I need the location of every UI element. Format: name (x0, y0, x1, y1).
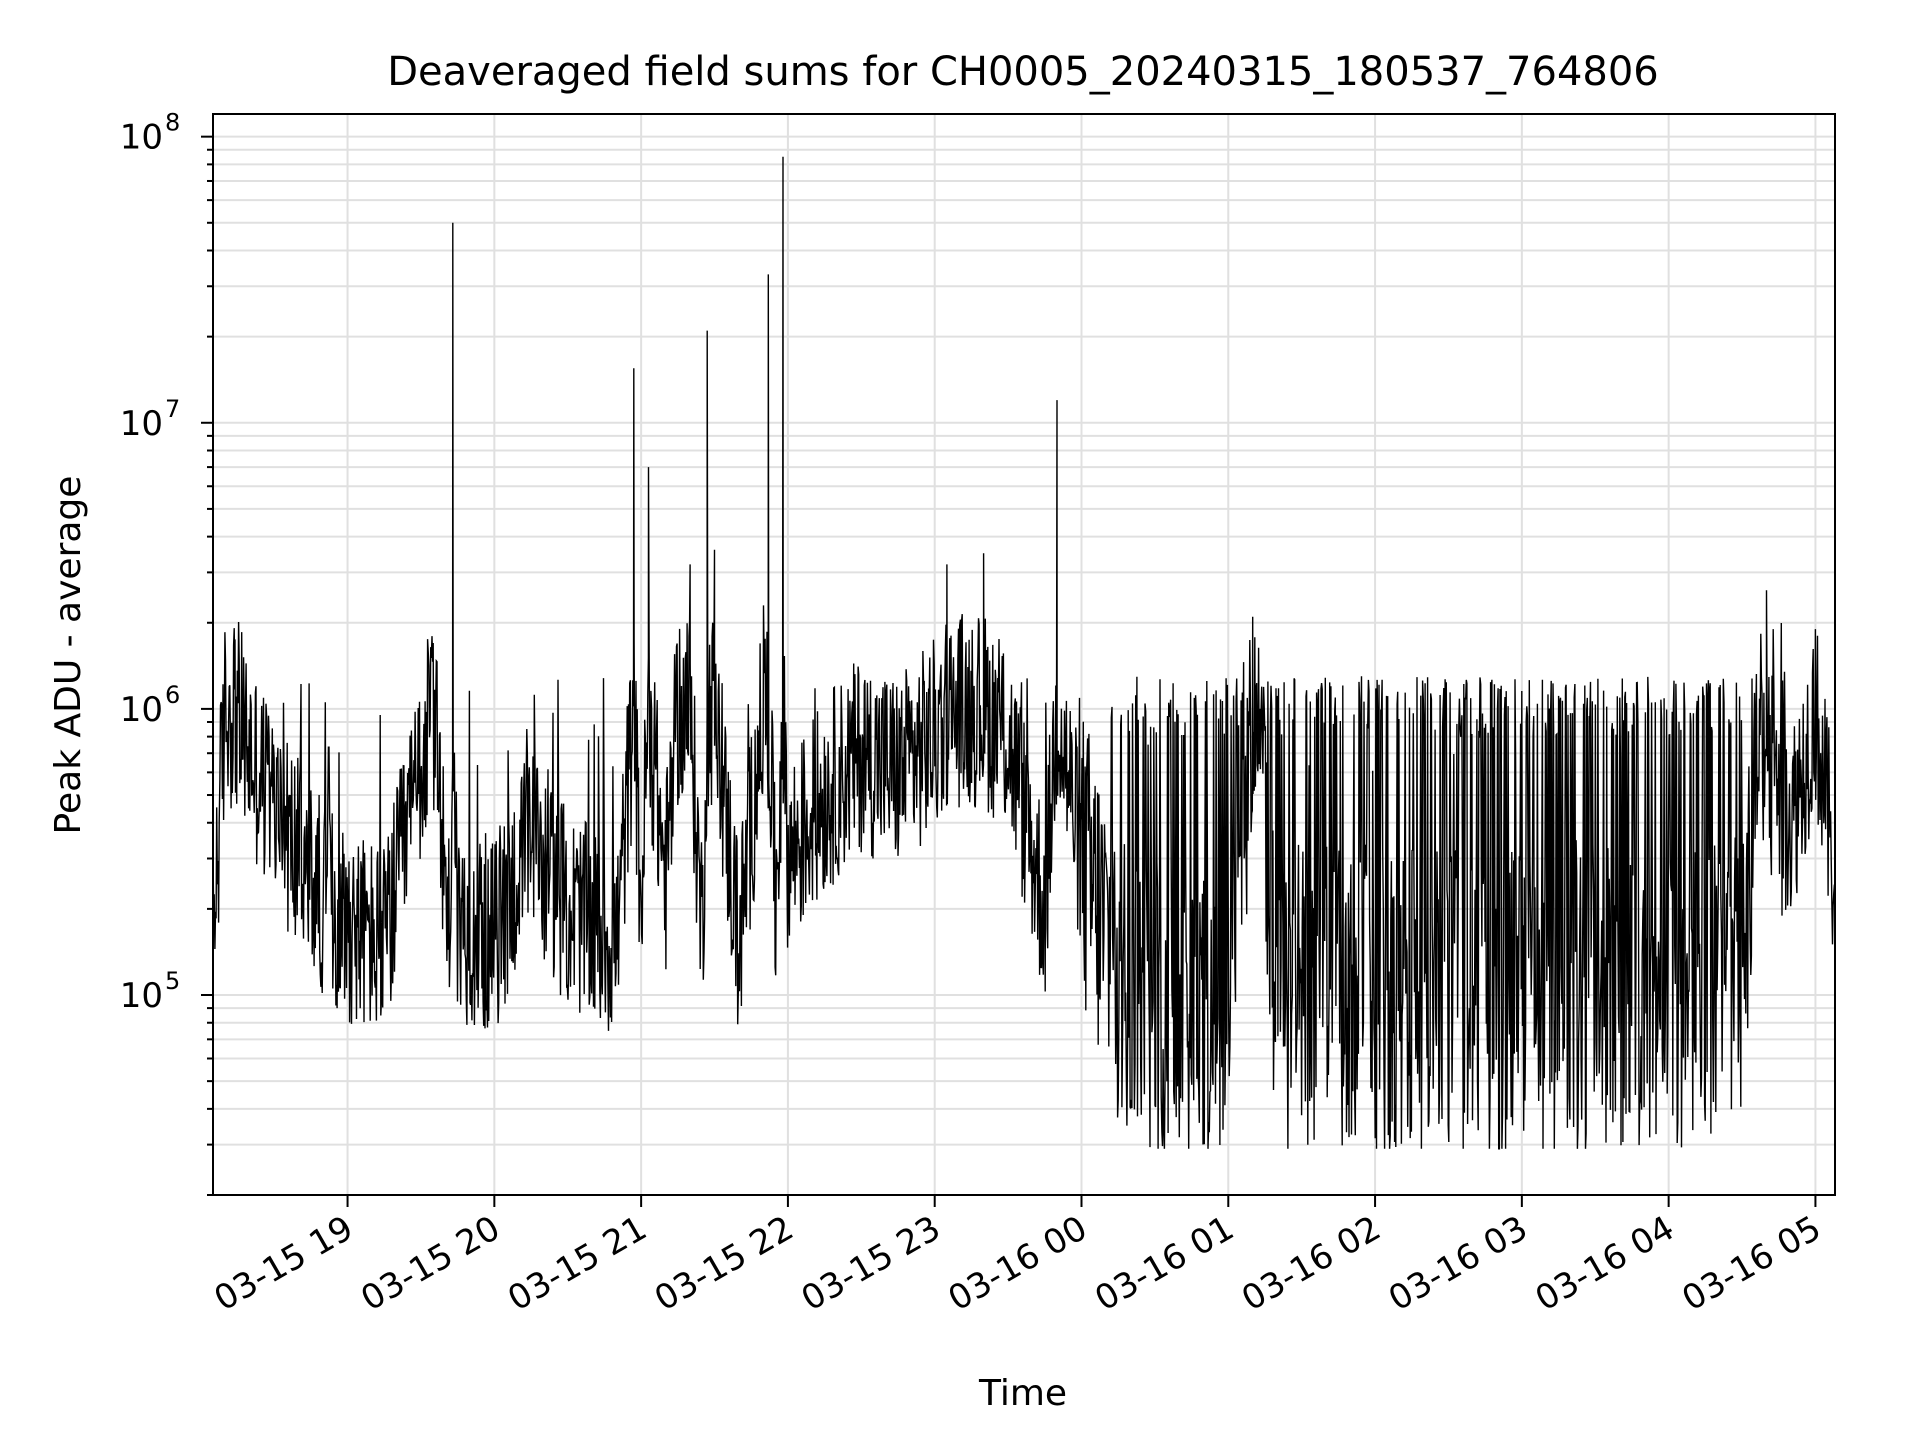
y-tick-base: 10 (120, 976, 163, 1016)
y-tick-base: 10 (120, 690, 163, 730)
y-tick-base: 10 (120, 118, 163, 158)
y-tick-exponent: 8 (165, 109, 180, 137)
y-tick-exponent: 7 (165, 395, 180, 423)
y-tick-label: 10 8 (120, 109, 181, 158)
y-tick-exponent: 6 (165, 681, 180, 709)
y-axis-label: Peak ADU - average (48, 476, 89, 835)
series-line (212, 156, 1836, 1150)
series-group (212, 156, 1836, 1150)
x-axis-label: Time (978, 1373, 1067, 1414)
y-tick-exponent: 5 (165, 967, 180, 995)
y-tick-label: 10 6 (120, 681, 181, 730)
plot-frame (212, 113, 1836, 1196)
y-tick-base: 10 (120, 404, 163, 444)
y-tick-label: 10 5 (120, 967, 181, 1016)
y-tick-label: 10 7 (120, 395, 181, 444)
chart-title: Deaveraged field sums for CH0005_2024031… (387, 49, 1659, 95)
